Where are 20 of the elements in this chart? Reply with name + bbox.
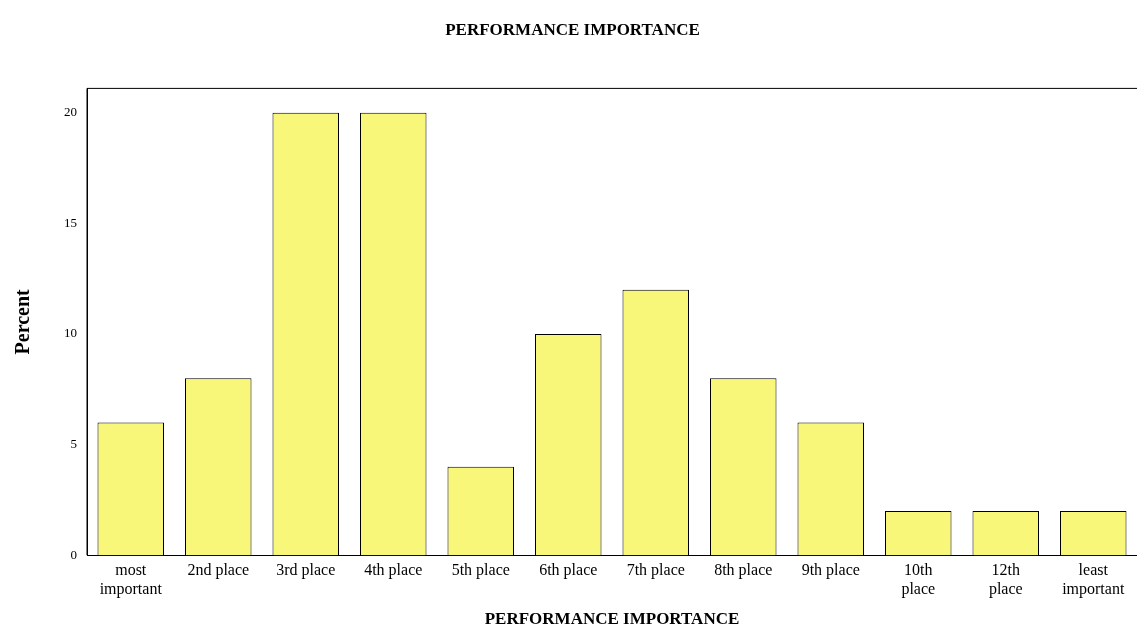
y-axis-title: Percent (11, 288, 34, 355)
x-tick-label: 4th place (364, 561, 423, 579)
x-tick-label: least important (1062, 561, 1125, 599)
x-tick-label: 12th place (988, 561, 1023, 599)
x-tick-label: 2nd place (187, 561, 250, 579)
x-tick-label: 7th place (626, 561, 685, 579)
y-tick-label: 5 (70, 436, 77, 452)
x-tick-label: 3rd place (276, 561, 336, 579)
x-tick-label: 10th place (901, 561, 936, 599)
x-tick-label: 9th place (801, 561, 860, 579)
chart-title: PERFORMANCE IMPORTANCE (445, 19, 700, 39)
y-tick-label: 20 (64, 104, 77, 120)
y-tick-label: 15 (64, 214, 77, 230)
x-tick-label: 8th place (714, 561, 773, 579)
x-axis-title: PERFORMANCE IMPORTANCE (484, 609, 740, 629)
y-tick-label: 10 (64, 325, 77, 341)
x-tick-label: 6th place (539, 561, 598, 579)
y-tick-label: 0 (70, 546, 77, 562)
x-tick-label: most important (99, 561, 163, 599)
x-tick-label: 5th place (451, 561, 510, 579)
